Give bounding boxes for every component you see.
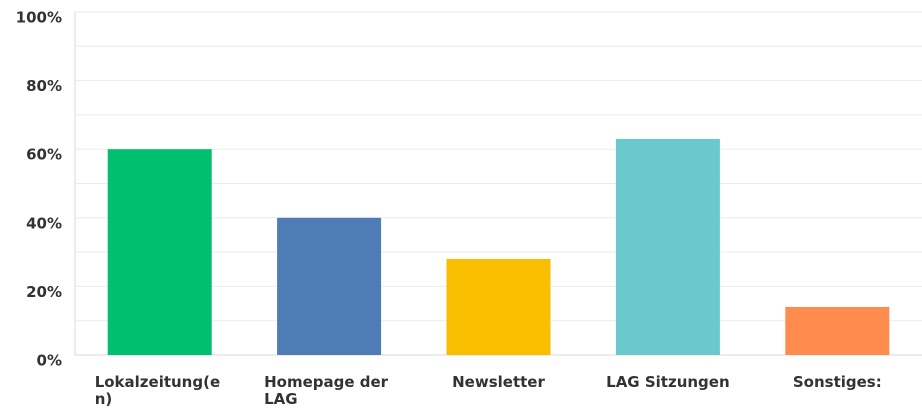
y-tick-label: 20% [26,283,62,301]
y-tick-label: 100% [16,9,62,27]
y-tick-label: 0% [37,352,62,370]
x-tick-label: Sonstiges: [792,373,882,391]
x-tick-label: Newsletter [452,373,545,391]
x-tick-label: Lokalzeitung(en) [94,373,221,408]
bar [785,306,890,355]
x-tick-label-box: Newsletter [424,374,574,391]
bar [446,258,551,355]
y-tick-label: 80% [26,77,62,95]
x-tick-label: Homepage der LAG [264,373,389,408]
x-tick-label-box: Homepage der LAG [254,374,404,408]
x-tick-label: LAG Sitzungen [606,373,730,391]
x-tick-label-box: Lokalzeitung(en) [85,374,235,408]
y-tick-label: 40% [26,214,62,232]
bar [107,149,212,355]
x-tick-label-box: Sonstiges: [762,374,912,391]
y-tick-label: 60% [26,146,62,164]
bar [615,138,720,355]
x-tick-label-box: LAG Sitzungen [593,374,743,391]
bar [277,217,382,355]
